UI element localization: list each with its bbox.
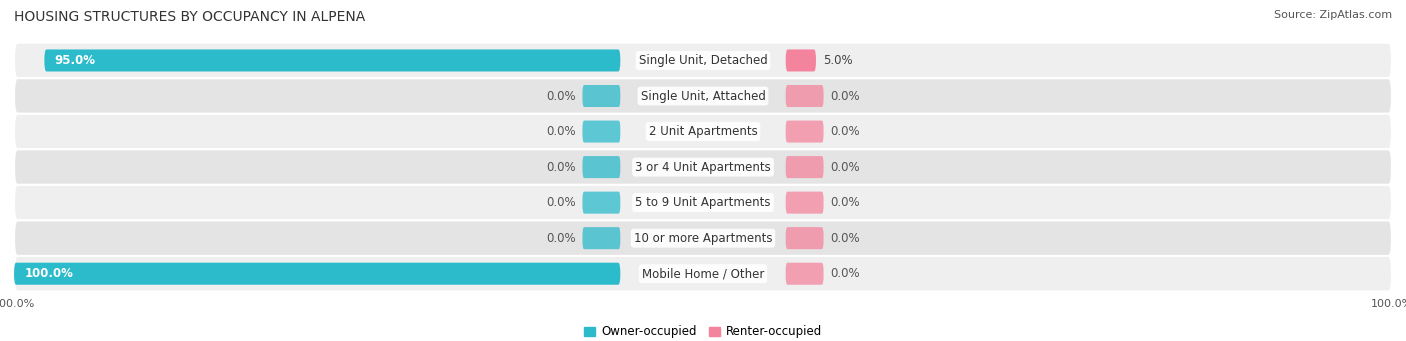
Text: 0.0%: 0.0%	[546, 196, 575, 209]
Legend: Owner-occupied, Renter-occupied: Owner-occupied, Renter-occupied	[579, 321, 827, 341]
FancyBboxPatch shape	[786, 49, 815, 72]
Text: 10 or more Apartments: 10 or more Apartments	[634, 232, 772, 245]
Text: 0.0%: 0.0%	[831, 267, 860, 280]
Text: 0.0%: 0.0%	[546, 232, 575, 245]
FancyBboxPatch shape	[14, 256, 1392, 292]
FancyBboxPatch shape	[582, 156, 620, 178]
Text: 3 or 4 Unit Apartments: 3 or 4 Unit Apartments	[636, 161, 770, 174]
FancyBboxPatch shape	[14, 220, 1392, 256]
FancyBboxPatch shape	[786, 120, 824, 143]
Text: 5.0%: 5.0%	[823, 54, 852, 67]
Text: 95.0%: 95.0%	[55, 54, 96, 67]
FancyBboxPatch shape	[786, 263, 824, 285]
Text: 2 Unit Apartments: 2 Unit Apartments	[648, 125, 758, 138]
Text: 100.0%: 100.0%	[24, 267, 73, 280]
FancyBboxPatch shape	[582, 120, 620, 143]
Text: 0.0%: 0.0%	[831, 232, 860, 245]
FancyBboxPatch shape	[786, 85, 824, 107]
Text: Mobile Home / Other: Mobile Home / Other	[641, 267, 765, 280]
Text: 0.0%: 0.0%	[546, 125, 575, 138]
FancyBboxPatch shape	[14, 43, 1392, 78]
Text: 0.0%: 0.0%	[831, 161, 860, 174]
FancyBboxPatch shape	[14, 185, 1392, 220]
FancyBboxPatch shape	[582, 85, 620, 107]
FancyBboxPatch shape	[45, 49, 620, 72]
Text: Single Unit, Attached: Single Unit, Attached	[641, 89, 765, 103]
Text: 0.0%: 0.0%	[831, 196, 860, 209]
FancyBboxPatch shape	[582, 227, 620, 249]
FancyBboxPatch shape	[786, 227, 824, 249]
FancyBboxPatch shape	[786, 192, 824, 214]
FancyBboxPatch shape	[582, 192, 620, 214]
Text: 5 to 9 Unit Apartments: 5 to 9 Unit Apartments	[636, 196, 770, 209]
Text: 0.0%: 0.0%	[831, 89, 860, 103]
Text: 0.0%: 0.0%	[831, 125, 860, 138]
Text: Single Unit, Detached: Single Unit, Detached	[638, 54, 768, 67]
Text: 0.0%: 0.0%	[546, 89, 575, 103]
FancyBboxPatch shape	[14, 263, 620, 285]
Text: HOUSING STRUCTURES BY OCCUPANCY IN ALPENA: HOUSING STRUCTURES BY OCCUPANCY IN ALPEN…	[14, 10, 366, 24]
FancyBboxPatch shape	[14, 114, 1392, 149]
FancyBboxPatch shape	[14, 149, 1392, 185]
FancyBboxPatch shape	[14, 78, 1392, 114]
FancyBboxPatch shape	[786, 156, 824, 178]
Text: 0.0%: 0.0%	[546, 161, 575, 174]
Text: Source: ZipAtlas.com: Source: ZipAtlas.com	[1274, 10, 1392, 20]
